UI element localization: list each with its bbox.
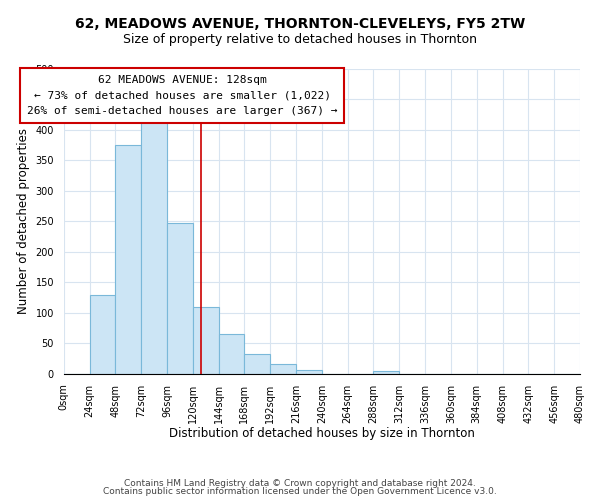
X-axis label: Distribution of detached houses by size in Thornton: Distribution of detached houses by size … [169,427,475,440]
Bar [141,121,167,374]
Text: 62 MEADOWS AVENUE: 128sqm
← 73% of detached houses are smaller (1,022)
26% of se: 62 MEADOWS AVENUE: 128sqm ← 73% of detac… [27,75,337,116]
Bar [193,307,218,374]
Bar [296,370,322,374]
Text: Size of property relative to detached houses in Thornton: Size of property relative to detached ho… [123,32,477,46]
Bar [373,371,399,374]
Bar [115,145,141,374]
Text: Contains public sector information licensed under the Open Government Licence v3: Contains public sector information licen… [103,487,497,496]
Bar [89,294,115,374]
Bar [218,334,244,374]
Bar [270,364,296,374]
Y-axis label: Number of detached properties: Number of detached properties [17,128,30,314]
Text: Contains HM Land Registry data © Crown copyright and database right 2024.: Contains HM Land Registry data © Crown c… [124,478,476,488]
Bar [167,224,193,374]
Text: 62, MEADOWS AVENUE, THORNTON-CLEVELEYS, FY5 2TW: 62, MEADOWS AVENUE, THORNTON-CLEVELEYS, … [75,18,525,32]
Bar [244,354,270,374]
